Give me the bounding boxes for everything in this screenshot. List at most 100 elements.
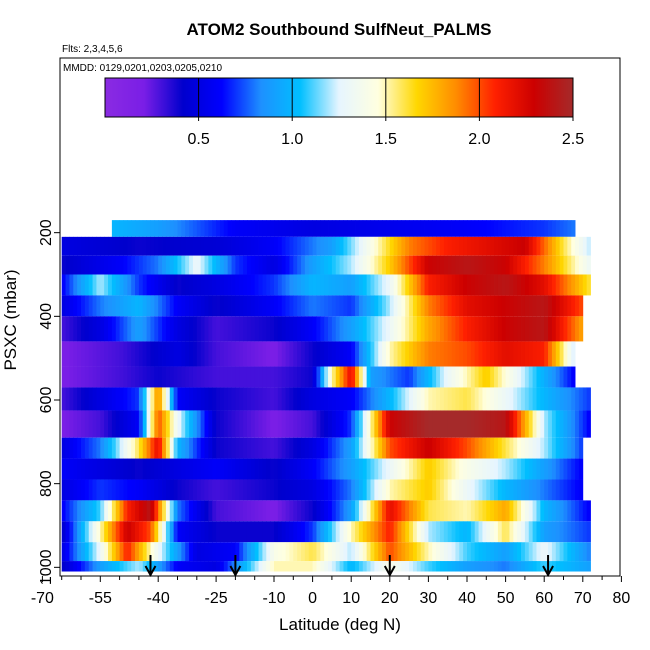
curtain-cell <box>243 295 248 317</box>
curtain-cell <box>424 341 429 367</box>
curtain-cell <box>111 341 117 367</box>
curtain-cell <box>405 500 410 522</box>
curtain-cell <box>165 341 171 367</box>
curtain-cell <box>412 500 418 522</box>
curtain-cell <box>393 542 398 562</box>
curtain-cell <box>436 521 441 543</box>
curtain-cell <box>420 437 425 459</box>
curtain-cell <box>382 410 387 438</box>
curtain-layer <box>61 458 584 480</box>
curtain-cell <box>370 295 375 317</box>
curtain-cell <box>320 479 325 501</box>
curtain-cell <box>127 437 132 459</box>
curtain-cell <box>96 479 101 501</box>
dates-label: MMDD: 0129,0201,0203,0205,0210 <box>63 63 222 74</box>
curtain-cell <box>358 295 364 317</box>
curtain-cell <box>100 500 105 522</box>
curtain-cell <box>575 387 580 411</box>
curtain-cell <box>177 236 182 256</box>
curtain-cell <box>420 542 425 562</box>
curtain-cell <box>409 316 414 342</box>
curtain-cell <box>474 236 479 256</box>
curtain-cell <box>258 410 263 438</box>
curtain-cell <box>378 542 383 562</box>
curtain-cell <box>142 255 148 275</box>
curtain-cell <box>131 561 136 572</box>
curtain-cell <box>401 387 406 411</box>
curtain-cell <box>239 479 244 501</box>
curtain-cell <box>258 500 263 522</box>
curtain-cell <box>401 542 406 562</box>
curtain-cell <box>420 220 425 237</box>
curtain-cell <box>316 341 321 367</box>
curtain-cell <box>196 410 202 438</box>
curtain-cell <box>362 410 368 438</box>
curtain-cell <box>246 561 252 572</box>
curtain-cell <box>239 458 244 480</box>
curtain-cell <box>451 458 456 480</box>
curtain-cell <box>490 458 495 480</box>
curtain-cell <box>185 479 190 501</box>
curtain-cell <box>123 479 128 501</box>
curtain-cell <box>544 274 549 296</box>
curtain-cell <box>428 521 433 543</box>
curtain-cell <box>100 458 105 480</box>
curtain-cell <box>181 521 186 543</box>
curtain-cell <box>77 521 82 543</box>
curtain-cell <box>567 220 572 237</box>
curtain-cell <box>567 387 572 411</box>
curtain-cell <box>451 521 456 543</box>
x-tick-label: -55 <box>89 590 112 607</box>
curtain-cell <box>517 274 522 296</box>
curtain-cell <box>216 479 221 501</box>
curtain-cell <box>266 500 271 522</box>
y-tick-label: 1000 <box>38 549 55 585</box>
curtain-cell <box>289 295 294 317</box>
curtain-cell <box>169 479 175 501</box>
curtain-cell <box>223 458 229 480</box>
curtain-cell <box>436 236 441 256</box>
curtain-cell <box>412 316 418 342</box>
curtain-cell <box>351 410 356 438</box>
curtain-cell <box>463 479 468 501</box>
curtain-cell <box>567 437 572 459</box>
curtain-cell <box>513 366 518 388</box>
curtain-cell <box>374 521 379 543</box>
curtain-cell <box>351 274 356 296</box>
curtain-cell <box>316 410 321 438</box>
curtain-cell <box>486 458 491 480</box>
curtain-cell <box>328 316 333 342</box>
curtain-cell <box>436 500 441 522</box>
curtain-cell <box>467 341 472 367</box>
curtain-cell <box>482 236 487 256</box>
curtain-cell <box>563 500 568 522</box>
curtain-cell <box>81 410 86 438</box>
curtain-cell <box>308 341 313 367</box>
curtain-layer <box>61 387 591 411</box>
curtain-cell <box>142 437 148 459</box>
curtain-cell <box>142 561 148 572</box>
curtain-cell <box>84 410 90 438</box>
curtain-cell <box>490 410 495 438</box>
curtain-cell <box>258 521 263 543</box>
curtain-cell <box>563 220 568 237</box>
curtain-cell <box>443 437 449 459</box>
curtain-cell <box>181 316 186 342</box>
curtain-cell <box>378 316 383 342</box>
curtain-cell <box>235 500 240 522</box>
curtain-cell <box>536 521 541 543</box>
curtain-cell <box>528 521 534 543</box>
curtain-cell <box>494 521 499 543</box>
curtain-cell <box>69 479 74 501</box>
curtain-cell <box>482 316 487 342</box>
curtain-cell <box>459 479 464 501</box>
curtain-cell <box>162 366 167 388</box>
curtain-cell <box>335 236 341 256</box>
curtain-cell <box>258 542 263 562</box>
curtain-cell <box>246 341 252 367</box>
curtain-cell <box>285 341 290 367</box>
curtain-cell <box>81 500 86 522</box>
curtain-cell <box>281 220 286 237</box>
curtain-cell <box>227 236 232 256</box>
curtain-cell <box>192 521 198 543</box>
